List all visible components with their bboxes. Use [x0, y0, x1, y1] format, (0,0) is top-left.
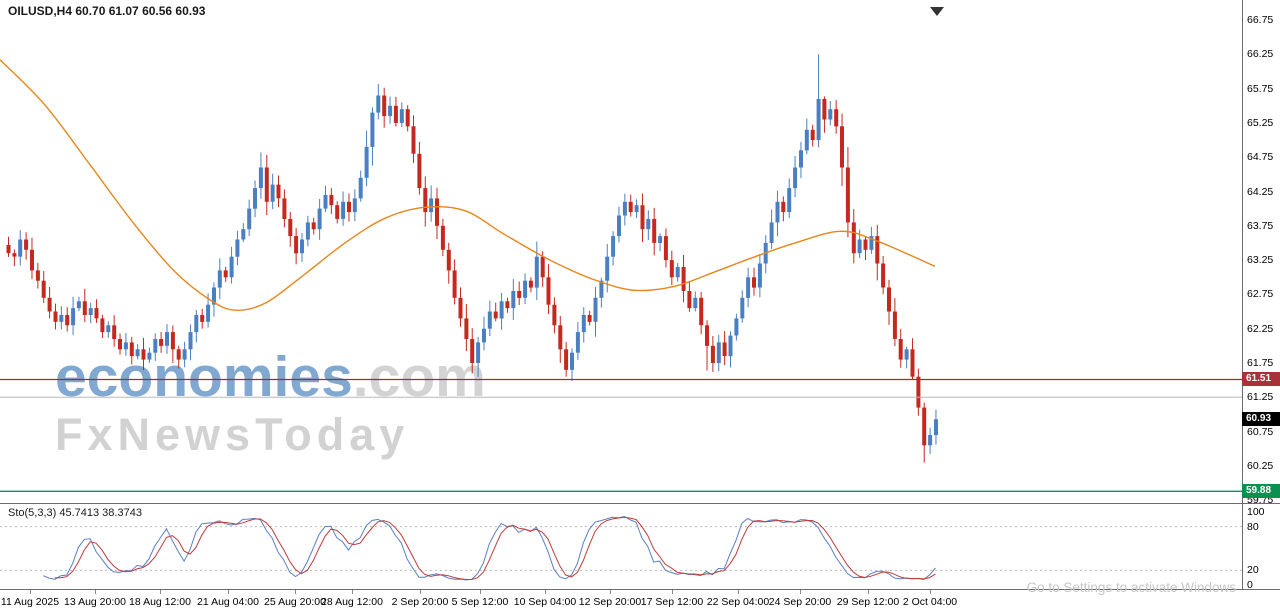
price-axis-label: 60.25 [1247, 460, 1274, 472]
stochastic-axis-label: 80 [1247, 521, 1259, 533]
time-axis-label: 28 Aug 12:00 [321, 596, 383, 608]
stochastic-axis-label: 20 [1247, 564, 1259, 576]
stochastic-d-line [55, 516, 936, 581]
price-axis-label: 65.75 [1247, 83, 1274, 95]
price-axis-label: 62.25 [1247, 323, 1274, 335]
time-axis[interactable]: 11 Aug 2025 13 Aug 20:00 18 Aug 12:00 21 Au… [0, 590, 1242, 616]
price-axis-label: 61.25 [1247, 391, 1274, 403]
windows-activation-watermark: Go to Settings to activate Windows [1026, 580, 1236, 595]
time-axis-label: 25 Aug 20:00 [264, 596, 326, 608]
candlesticks [6, 54, 938, 463]
price-axis-label: 60.75 [1247, 426, 1274, 438]
price-axis-label: 65.25 [1247, 117, 1274, 129]
time-axis-label: 11 Aug 2025 [0, 596, 60, 608]
watermark-tagline: FxNewsToday [55, 408, 410, 460]
time-axis-label: 2 Sep 20:00 [391, 596, 449, 608]
time-axis-label: 5 Sep 12:00 [451, 596, 509, 608]
time-axis-label: 24 Sep 20:00 [768, 596, 832, 608]
moving-average-line[interactable] [0, 59, 936, 311]
stochastic-indicator-label: Sto(5,3,3) 45.7413 38.3743 [8, 507, 142, 519]
stochastic-axis-label: 0 [1247, 579, 1253, 591]
price-axis-label: 63.75 [1247, 220, 1274, 232]
price-axis-label: 61.75 [1247, 357, 1274, 369]
watermark: economies.com FxNewsToday [55, 347, 486, 460]
time-axis-label: 10 Sep 04:00 [513, 596, 577, 608]
price-axis-label: 63.25 [1247, 254, 1274, 266]
price-axis-label: 64.75 [1247, 151, 1274, 163]
time-axis-label: 17 Sep 12:00 [640, 596, 704, 608]
price-axis-label: 66.75 [1247, 14, 1274, 26]
stochastic-axis-label: 100 [1247, 506, 1265, 518]
price-tag: 59.88 [1242, 484, 1280, 498]
time-axis-label: 18 Aug 12:00 [129, 596, 191, 608]
time-axis-label: 29 Sep 12:00 [836, 596, 900, 608]
time-axis-label: 12 Sep 20:00 [578, 596, 642, 608]
price-axis-label: 64.25 [1247, 186, 1274, 198]
time-axis-label: 22 Sep 04:00 [706, 596, 770, 608]
time-axis-label: 13 Aug 20:00 [64, 596, 126, 608]
symbol-ohlc-readout: OILUSD,H4 60.70 61.07 60.56 60.93 [8, 4, 206, 18]
time-axis-label: 2 Oct 04:00 [902, 596, 958, 608]
price-axis-label: 62.75 [1247, 288, 1274, 300]
price-tag: 60.93 [1242, 412, 1280, 426]
stochastic-k-line [43, 515, 936, 581]
price-axis-label: 66.25 [1247, 48, 1274, 60]
chart-shift-marker-icon[interactable] [930, 7, 944, 16]
price-axis[interactable]: 66.75 66.25 65.75 65.25 64.75 64.25 63.75 63.25… [1242, 0, 1280, 616]
price-tag: 61.51 [1242, 372, 1280, 386]
time-axis-label: 21 Aug 04:00 [197, 596, 259, 608]
